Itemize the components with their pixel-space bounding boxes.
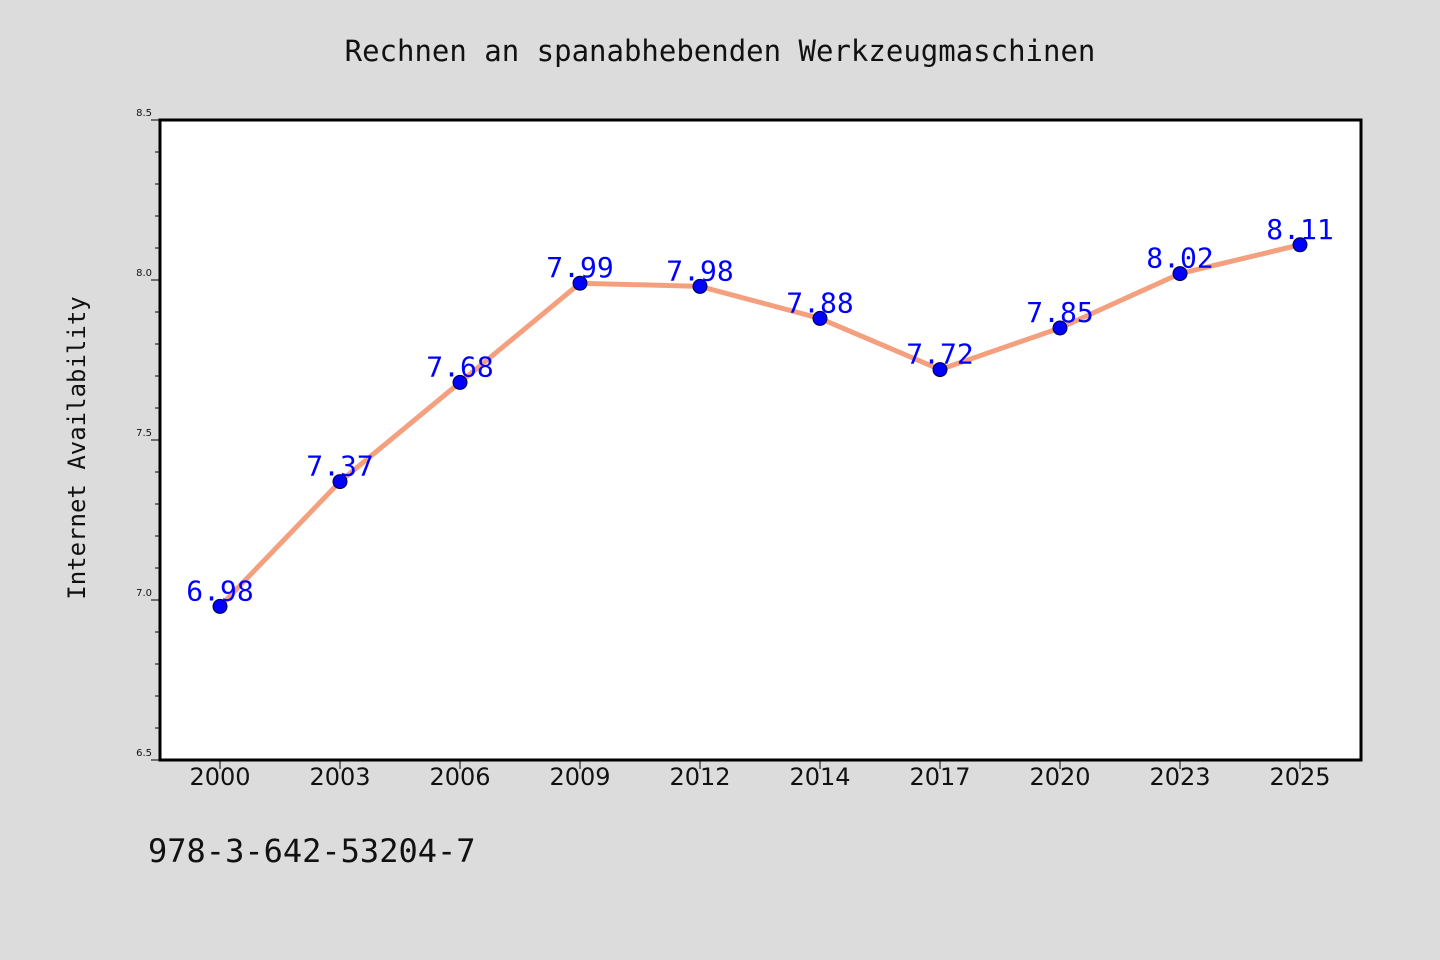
data-label: 7.72 — [906, 338, 973, 371]
data-point — [692, 278, 708, 294]
data-point — [932, 362, 948, 378]
plot-frame — [158, 118, 1363, 762]
data-point — [1292, 237, 1308, 253]
data-point — [452, 374, 468, 390]
chart-title: Rechnen an spanabhebenden Werkzeugmaschi… — [344, 34, 1096, 68]
x-tick-label: 2023 — [1149, 763, 1210, 791]
data-label: 7.68 — [426, 350, 493, 383]
data-label: 7.99 — [546, 251, 613, 284]
x-tick-label: 2000 — [189, 763, 250, 791]
series-line — [217, 242, 1303, 609]
data-point — [1172, 266, 1188, 282]
data-label: 8.02 — [1146, 242, 1213, 275]
x-tick-label: 2003 — [309, 763, 370, 791]
y-tick-label: 6.5 — [136, 748, 152, 759]
data-label: 7.85 — [1026, 296, 1093, 329]
footer-isbn: 978-3-642-53204-7 — [148, 832, 476, 870]
data-label: 8.11 — [1266, 213, 1333, 246]
x-tick-label: 2009 — [549, 763, 610, 791]
y-tick-label: 7.0 — [136, 588, 152, 599]
data-point — [812, 310, 828, 326]
data-label: 7.88 — [786, 286, 853, 319]
x-tick-label: 2025 — [1269, 763, 1330, 791]
x-tick-label: 2006 — [429, 763, 490, 791]
y-tick-label: 8.0 — [136, 268, 152, 279]
data-label: 6.98 — [186, 574, 253, 607]
x-tick-label: 2012 — [669, 763, 730, 791]
x-tick-label: 2014 — [789, 763, 850, 791]
data-label: 7.37 — [306, 450, 373, 483]
y-tick-label: 7.5 — [136, 428, 152, 439]
data-point — [1052, 320, 1068, 336]
data-point — [212, 598, 228, 614]
y-tick-label: 8.5 — [136, 108, 152, 119]
x-tick-label: 2020 — [1029, 763, 1090, 791]
x-tick-label: 2017 — [909, 763, 970, 791]
data-label: 7.98 — [666, 254, 733, 287]
data-point — [332, 474, 348, 490]
data-point — [572, 275, 588, 291]
